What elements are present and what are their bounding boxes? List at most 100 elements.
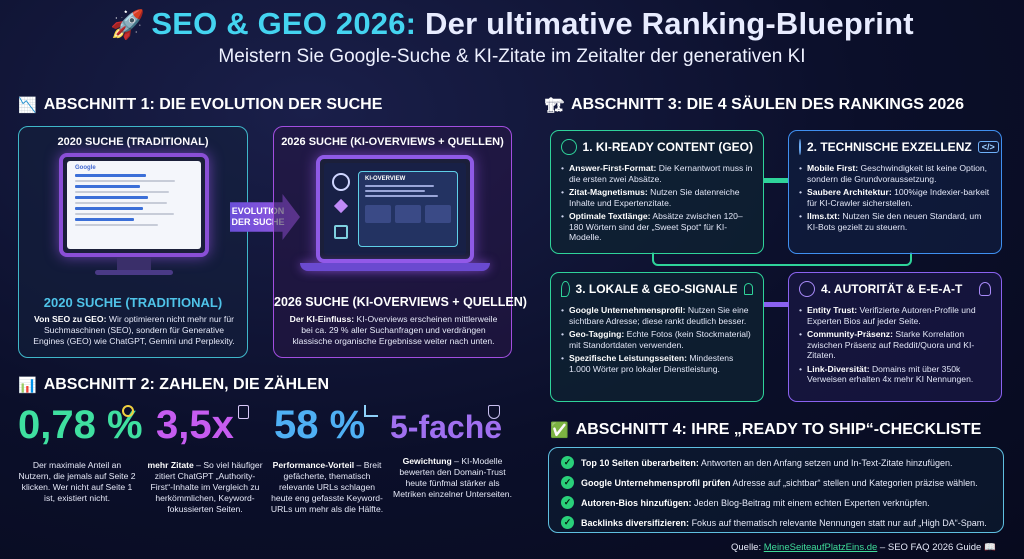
- pillar-2-title: 2. TECHNISCHE EXZELLENZ </>: [799, 139, 999, 155]
- stat-1-value: 0,78 %: [18, 403, 143, 447]
- laptop-2026: KI-OVERVIEW: [316, 155, 474, 263]
- google-logo: Google: [75, 165, 96, 171]
- list-item: Spezifische Leistungsseiten: Mindestens …: [561, 353, 753, 374]
- section4-heading: ✅ ABSCHNITT 4: IHRE „READY TO SHIP“-CHEC…: [550, 421, 981, 439]
- list-item: Geo-Tagging: Echte Fotos (kein Stockmate…: [561, 329, 753, 350]
- perplexity-icon: [334, 225, 348, 239]
- user-check-icon: [979, 282, 991, 296]
- people-icon: [743, 283, 753, 295]
- stat-2-value: 3,5x: [156, 403, 234, 447]
- checkmark-icon: ✅: [550, 422, 569, 439]
- checklist-item: ✓ Backlinks diversifizieren: Fokus auf th…: [561, 516, 991, 529]
- gear-icon: [799, 139, 801, 155]
- pillar-card-4: 4. AUTORITÄT & E-E-A-T Entity Trust: Ver…: [788, 272, 1002, 402]
- pillar-card-3: 3. LOKALE & GEO-SIGNALE Google Unternehm…: [550, 272, 764, 402]
- pillar-card-1: 1. KI-READY CONTENT (GEO) Answer-First-F…: [550, 130, 764, 254]
- page-subtitle: Meistern Sie Google-Suche & KI-Zitate im…: [218, 46, 806, 67]
- check-icon: ✓: [561, 496, 574, 509]
- pillar-3-list: Google Unternehmensprofil: Nutzen Sie ei…: [561, 305, 753, 374]
- title-accent: SEO & GEO 2026:: [151, 6, 417, 41]
- bar-chart-icon: 📊: [18, 377, 37, 394]
- ki-overview-label: KI-OVERVIEW: [365, 176, 406, 182]
- connector-2-3: [652, 252, 912, 266]
- stat-3: 58 % Performance-Vorteil – Breit gefäche…: [268, 403, 386, 515]
- section1-heading-text: ABSCHNITT 1: DIE EVOLUTION DER SUCHE: [43, 96, 383, 113]
- section2-heading-text: ABSCHNITT 2: ZAHLEN, DIE ZÄHLEN: [43, 376, 330, 393]
- laptop-base: [300, 263, 490, 271]
- checklist-box: ✓ Top 10 Seiten überarbeiten: Antworten a…: [548, 447, 1004, 533]
- stat-3-value: 58 %: [274, 403, 366, 447]
- panel-2026-top-label: 2026 SUCHE (KI-OVERVIEWS + QUELLEN): [281, 136, 504, 148]
- shield-icon: [488, 405, 500, 419]
- title-rest: Der ultimative Ranking-Blueprint: [425, 6, 914, 41]
- pillar-4-list: Entity Trust: Verifizierte Autoren-Profi…: [799, 305, 991, 385]
- panel-2020-top-label: 2020 SUCHE (TRADITIONAL): [57, 136, 209, 148]
- chatgpt-icon: [332, 173, 350, 191]
- panel-2020-desc: Von SEO zu GEO: Wir optimieren nicht meh…: [33, 314, 235, 346]
- pillar-2-list: Mobile First: Geschwindigkeit ist keine …: [799, 163, 991, 232]
- check-icon: ✓: [561, 456, 574, 469]
- screen-2026: KI-OVERVIEW: [324, 163, 466, 255]
- page-title: 🚀 SEO & GEO 2026: Der ultimative Ranking-…: [0, 6, 1024, 42]
- connector-3-4: [764, 302, 788, 307]
- check-icon: ✓: [561, 476, 574, 489]
- panel-2026-desc: Der KI-Einfluss: KI-Overviews erscheinen…: [289, 314, 498, 346]
- handshake-icon: [799, 281, 815, 297]
- pillar-4-title: 4. AUTORITÄT & E-E-A-T: [799, 281, 991, 297]
- list-item: Zitat-Magnetismus: Nutzen Sie datenreich…: [561, 187, 753, 208]
- section2-heading: 📊 ABSCHNITT 2: ZAHLEN, DIE ZÄHLEN: [18, 376, 329, 394]
- monitor-2020: Google: [59, 153, 209, 257]
- pillar-card-2: 2. TECHNISCHE EXZELLENZ </> Mobile First…: [788, 130, 1002, 254]
- evolution-arrow-label: EVOLUTION DER SUCHE: [231, 206, 285, 227]
- pillar-1-list: Answer-First-Format: Die Kernantwort mus…: [561, 163, 753, 243]
- section3-heading-text: ABSCHNITT 3: DIE 4 SÄULEN DES RANKINGS 2…: [571, 96, 965, 113]
- stat-2-desc: mehr Zitate – So viel häufiger zitiert C…: [147, 460, 263, 514]
- stat-4: 5-fache Gewichtung – KI-Modelle bewerten…: [390, 403, 515, 500]
- check-icon: ✓: [561, 516, 574, 529]
- list-item: Answer-First-Format: Die Kernantwort mus…: [561, 163, 753, 184]
- stat-4-desc: Gewichtung – KI-Modelle bewerten den Dom…: [393, 456, 512, 499]
- crane-icon: 🏗: [545, 97, 565, 114]
- checklist-item: ✓ Autoren-Bios hinzufügen: Jeden Blog-Bei…: [561, 496, 991, 509]
- panel-2026: 2026 SUCHE (KI-OVERVIEWS + QUELLEN) KI-O…: [273, 126, 527, 358]
- section4-heading-text: ABSCHNITT 4: IHRE „READY TO SHIP“-CHECKL…: [575, 421, 982, 438]
- list-item: Saubere Architektur: 100%ige Indexier-ba…: [799, 187, 991, 208]
- rocket-icon: 🚀: [110, 9, 146, 40]
- stat-1: 0,78 % Der maximale Anteil an Nutzern, d…: [18, 403, 143, 504]
- pillar-3-title: 3. LOKALE & GEO-SIGNALE: [561, 281, 753, 297]
- list-item: Mobile First: Geschwindigkeit ist keine …: [799, 163, 991, 184]
- stat-1-desc: Der maximale Anteil an Nutzern, die jema…: [18, 460, 136, 503]
- list-item: Google Unternehmensprofil: Nutzen Sie ei…: [561, 305, 753, 326]
- panel-2020-label: 2020 SUCHE (TRADITIONAL): [43, 295, 223, 310]
- code-icon: </>: [977, 141, 999, 153]
- chart-down-icon: 📉: [18, 97, 37, 114]
- document-icon: [238, 405, 249, 419]
- stat-4-value: 5-fache: [390, 409, 503, 445]
- stat-3-desc: Performance-Vorteil – Breit gefächerte, …: [270, 460, 384, 514]
- screen-2020: Google: [67, 161, 201, 249]
- location-pin-icon: [561, 281, 570, 297]
- growth-chart-icon: [364, 405, 378, 417]
- monitor-base: [95, 270, 173, 275]
- brain-icon: [561, 139, 577, 155]
- panel-2026-label: 2026 SUCHE (KI-OVERVIEWS + QUELLEN): [274, 295, 527, 309]
- section1-heading: 📉 ABSCHNITT 1: DIE EVOLUTION DER SUCHE: [18, 96, 382, 114]
- list-item: Link-Diversität: Domains mit über 350k V…: [799, 364, 991, 385]
- stat-2: 3,5x mehr Zitate – So viel häufiger ziti…: [146, 403, 264, 515]
- list-item: llms.txt: Nutzen Sie den neuen Standard,…: [799, 211, 991, 232]
- checklist-item: ✓ Top 10 Seiten überarbeiten: Antworten a…: [561, 456, 991, 469]
- pillar-1-title: 1. KI-READY CONTENT (GEO): [561, 139, 753, 155]
- source-link[interactable]: MeineSeiteaufPlatzEins.de: [763, 542, 878, 553]
- ki-overview-card: KI-OVERVIEW: [358, 171, 458, 247]
- list-item: Community-Präsenz: Starke Korrelation zw…: [799, 329, 991, 361]
- list-item: Entity Trust: Verifizierte Autoren-Profi…: [799, 305, 991, 326]
- magnifier-icon: [122, 405, 134, 417]
- gemini-icon: [333, 198, 349, 214]
- source-footer: Quelle: MeineSeiteaufPlatzEins.de – SEO …: [731, 542, 996, 553]
- list-item: Optimale Textlänge: Absätze zwischen 120…: [561, 211, 753, 243]
- monitor-stand: [117, 257, 151, 271]
- connector-1-2: [764, 178, 788, 183]
- panel-2020: 2020 SUCHE (TRADITIONAL) Google 2020 SUC…: [18, 126, 248, 358]
- section3-heading: 🏗 ABSCHNITT 3: DIE 4 SÄULEN DES RANKINGS…: [545, 96, 964, 114]
- checklist-item: ✓ Google Unternehmensprofil prüfen Adress…: [561, 476, 991, 489]
